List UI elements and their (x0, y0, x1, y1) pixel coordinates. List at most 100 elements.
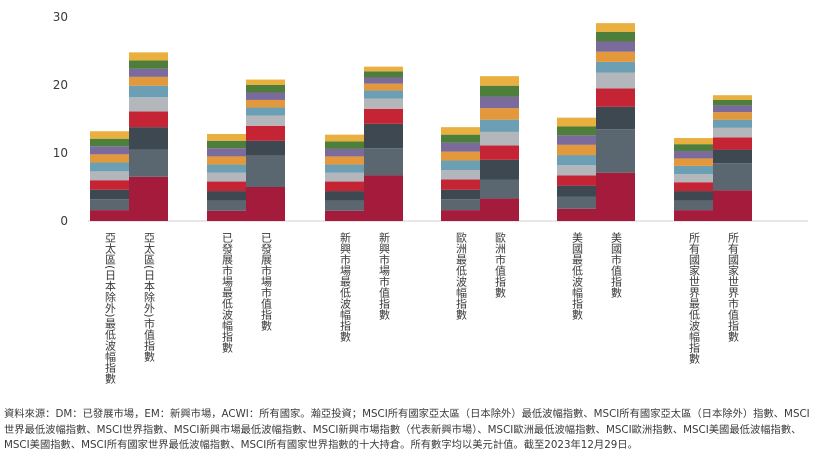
bar-segment (364, 66, 403, 72)
bar-segment (557, 155, 596, 166)
bar-segment (129, 52, 168, 61)
bar-segment (674, 144, 713, 151)
bar-segment (364, 123, 403, 149)
bar-segment (713, 149, 752, 164)
bar-segment (246, 85, 285, 93)
bar-segment (207, 200, 246, 211)
bar-segment (364, 71, 403, 78)
x-tick-label: 美國最低波幅指數 (570, 232, 584, 320)
bar-segment (325, 200, 364, 211)
bar-segment (246, 99, 285, 108)
bar-segment (246, 79, 285, 85)
bar-segment (129, 111, 168, 128)
bar-segment (441, 160, 480, 170)
bar-segment (441, 170, 480, 180)
bar-segment (674, 210, 713, 221)
bar-segment (557, 165, 596, 176)
stacked-bar-chart: 0 10 20 30 (53, 10, 808, 228)
bar-segment (596, 51, 635, 62)
bar-segment (325, 181, 364, 192)
bar-segment (596, 61, 635, 73)
bar-segment (441, 142, 480, 152)
bar-segment (596, 72, 635, 89)
bar-segment (325, 148, 364, 157)
bar-segment (557, 144, 596, 156)
bar-segment (674, 158, 713, 166)
bar-segment (713, 190, 752, 221)
bar-segment (325, 156, 364, 165)
bar-segment (441, 210, 480, 221)
bar-segment (90, 189, 129, 200)
bar-segment (480, 108, 519, 120)
x-tick-label: 新興市場最低波幅指數 (338, 232, 352, 342)
bar-segment (557, 126, 596, 136)
bar-segment (325, 172, 364, 182)
bar-segment (480, 145, 519, 160)
bar-segment (325, 141, 364, 149)
bar-segment (480, 96, 519, 109)
bar-segment (246, 140, 285, 156)
bar-segment (674, 138, 713, 145)
bar-segment (246, 115, 285, 126)
bar-segment (713, 163, 752, 191)
bars-group (90, 23, 752, 221)
bar-segment (596, 172, 635, 221)
bar-segment (441, 179, 480, 190)
bar-segment (207, 191, 246, 201)
bar-segment (596, 129, 635, 173)
x-tick-label: 亞太區(日本除外)最低波幅指數 (103, 232, 117, 384)
y-tick-label: 10 (53, 146, 68, 160)
x-tick-label: 歐洲市值指數 (493, 232, 507, 298)
bar-segment (596, 41, 635, 52)
bar-segment (480, 198, 519, 221)
bar-segment (129, 97, 168, 112)
bar-segment (325, 134, 364, 142)
bar-segment (325, 191, 364, 201)
bar-segment (441, 189, 480, 200)
bar-segment (207, 148, 246, 157)
bar-segment (364, 77, 403, 84)
x-tick-label: 新興市場市值指數 (377, 232, 391, 320)
bar-segment (207, 164, 246, 173)
bar-segment (713, 95, 752, 100)
bar-segment (557, 117, 596, 127)
bar-segment (325, 210, 364, 221)
bar-segment (557, 196, 596, 209)
bar-segment (441, 199, 480, 211)
bar-segment (325, 164, 364, 173)
bar-segment (364, 148, 403, 176)
bar-segment (713, 105, 752, 113)
bar-segment (480, 131, 519, 146)
bar-segment (480, 76, 519, 86)
bar-segment (364, 83, 403, 91)
bar-segment (713, 137, 752, 150)
bar-segment (246, 125, 285, 141)
bar-segment (246, 92, 285, 100)
bar-segment (480, 179, 519, 199)
bar-segment (129, 68, 168, 77)
bar-segment (713, 112, 752, 120)
bar-segment (246, 107, 285, 116)
bar-segment (364, 175, 403, 221)
bar-segment (441, 127, 480, 135)
bar-segment (207, 181, 246, 192)
bar-segment (129, 60, 168, 69)
bar-segment (364, 108, 403, 124)
bar-segment (129, 149, 168, 177)
bar-segment (557, 208, 596, 221)
bar-segment (713, 99, 752, 106)
bar-segment (364, 98, 403, 109)
bar-segment (207, 210, 246, 221)
y-tick-label: 0 (60, 214, 68, 228)
bar-segment (674, 165, 713, 175)
bar-segment (596, 31, 635, 42)
bar-segment (246, 187, 285, 221)
bar-segment (129, 176, 168, 221)
bar-segment (90, 131, 129, 139)
bar-segment (207, 156, 246, 165)
bar-segment (246, 155, 285, 187)
bar-segment (674, 150, 713, 159)
y-tick-label: 30 (53, 10, 68, 24)
bar-segment (557, 135, 596, 145)
bar-segment (207, 133, 246, 141)
